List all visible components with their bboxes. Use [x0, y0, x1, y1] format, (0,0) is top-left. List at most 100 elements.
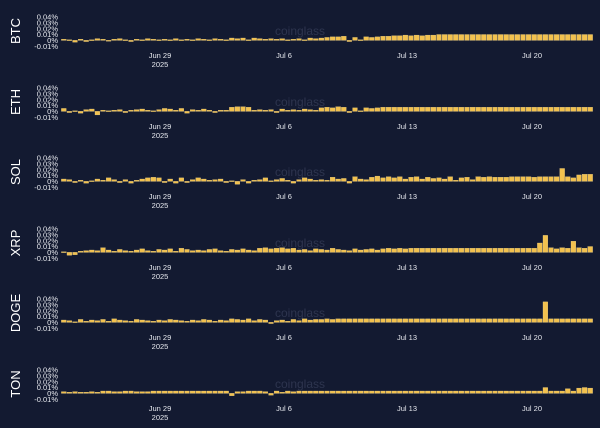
- watermark: coinglass: [275, 24, 325, 38]
- funding-bar: [145, 320, 151, 323]
- funding-bar: [156, 177, 162, 182]
- funding-bar: [526, 107, 532, 112]
- funding-bar: [397, 107, 403, 112]
- funding-bar: [72, 252, 78, 255]
- funding-bar: [369, 177, 375, 182]
- funding-bar: [464, 390, 470, 394]
- funding-bar: [274, 111, 280, 113]
- funding-bar: [106, 390, 112, 394]
- funding-bar: [318, 390, 324, 394]
- y-tick-label: 0.04%: [37, 84, 59, 93]
- funding-bar: [184, 181, 190, 183]
- funding-bar: [285, 390, 291, 394]
- y-tick-label: -0.01%: [34, 42, 58, 51]
- funding-bar: [537, 34, 543, 41]
- funding-bar: [178, 177, 184, 182]
- funding-bar: [374, 318, 380, 323]
- x-tick-label: Jul 6: [276, 404, 292, 413]
- funding-bar: [442, 318, 448, 323]
- funding-bar: [464, 34, 470, 41]
- funding-bar: [184, 111, 190, 114]
- funding-bar: [582, 107, 588, 112]
- funding-bar: [576, 107, 582, 112]
- funding-bar: [464, 177, 470, 182]
- funding-bar: [442, 178, 448, 182]
- funding-bar: [447, 390, 453, 394]
- funding-bar: [100, 319, 106, 323]
- funding-bar: [414, 107, 420, 112]
- funding-bar: [167, 39, 173, 41]
- y-tick-label: 0%: [47, 248, 58, 257]
- funding-bar: [156, 319, 162, 323]
- y-tick-label: -0.01%: [34, 183, 58, 192]
- funding-bar: [162, 39, 168, 41]
- funding-bar: [514, 34, 520, 41]
- funding-bar: [106, 177, 112, 182]
- funding-bar: [156, 390, 162, 394]
- funding-bar: [139, 319, 145, 323]
- y-tick-label: 0.04%: [37, 366, 59, 375]
- funding-bar: [520, 107, 526, 112]
- funding-bar: [212, 38, 218, 41]
- funding-bar: [380, 248, 386, 253]
- funding-bar: [72, 321, 78, 323]
- funding-bar: [402, 248, 408, 253]
- funding-bar: [324, 37, 330, 41]
- funding-bar: [537, 242, 543, 253]
- funding-bar: [128, 40, 134, 42]
- funding-bar: [72, 110, 78, 112]
- funding-bar: [475, 248, 481, 253]
- funding-bar: [548, 34, 554, 41]
- funding-bar: [212, 321, 218, 323]
- y-tick-label: 0.02%: [37, 236, 59, 245]
- funding-bar: [206, 249, 212, 253]
- funding-bar: [509, 107, 515, 112]
- funding-bar: [442, 34, 448, 41]
- funding-bar: [492, 390, 498, 394]
- funding-bar: [206, 390, 212, 394]
- funding-bar: [178, 320, 184, 323]
- funding-bar: [128, 251, 134, 253]
- funding-bar: [486, 176, 492, 182]
- funding-bar: [234, 249, 240, 253]
- funding-bar: [576, 387, 582, 394]
- funding-bar: [442, 390, 448, 394]
- x-tick-label: Jul 13: [397, 404, 417, 413]
- funding-bar: [458, 248, 464, 253]
- funding-bar: [218, 319, 224, 323]
- funding-bar: [274, 39, 280, 41]
- y-tick-label: 0.04%: [37, 154, 59, 163]
- funding-bar: [542, 301, 548, 323]
- funding-bar: [386, 248, 392, 253]
- funding-bar: [318, 249, 324, 253]
- funding-bar: [341, 390, 347, 394]
- funding-bar: [346, 40, 352, 42]
- funding-bar: [514, 107, 520, 112]
- x-tick-label: Jul 6: [276, 263, 292, 272]
- funding-bar: [430, 178, 436, 182]
- funding-bar: [520, 390, 526, 394]
- funding-bar: [492, 107, 498, 112]
- funding-bar: [100, 110, 106, 112]
- funding-bar: [173, 181, 179, 184]
- funding-bar: [346, 111, 352, 113]
- y-tick-label: 0.03%: [37, 230, 59, 239]
- funding-bar: [554, 176, 560, 182]
- funding-bar: [447, 34, 453, 41]
- funding-bar: [559, 247, 565, 253]
- funding-bar: [223, 251, 229, 253]
- funding-bar: [139, 248, 145, 253]
- funding-bar: [374, 107, 380, 112]
- funding-bar: [374, 36, 380, 41]
- y-tick-label: 0.04%: [37, 295, 59, 304]
- funding-bar: [240, 391, 246, 394]
- funding-bar: [72, 391, 78, 394]
- funding-bar: [402, 318, 408, 323]
- funding-bar: [397, 390, 403, 394]
- funding-bar: [587, 174, 593, 182]
- funding-bar: [240, 37, 246, 41]
- funding-bar: [559, 107, 565, 112]
- funding-bar: [61, 39, 67, 41]
- funding-bar: [184, 390, 190, 394]
- funding-bar: [542, 176, 548, 182]
